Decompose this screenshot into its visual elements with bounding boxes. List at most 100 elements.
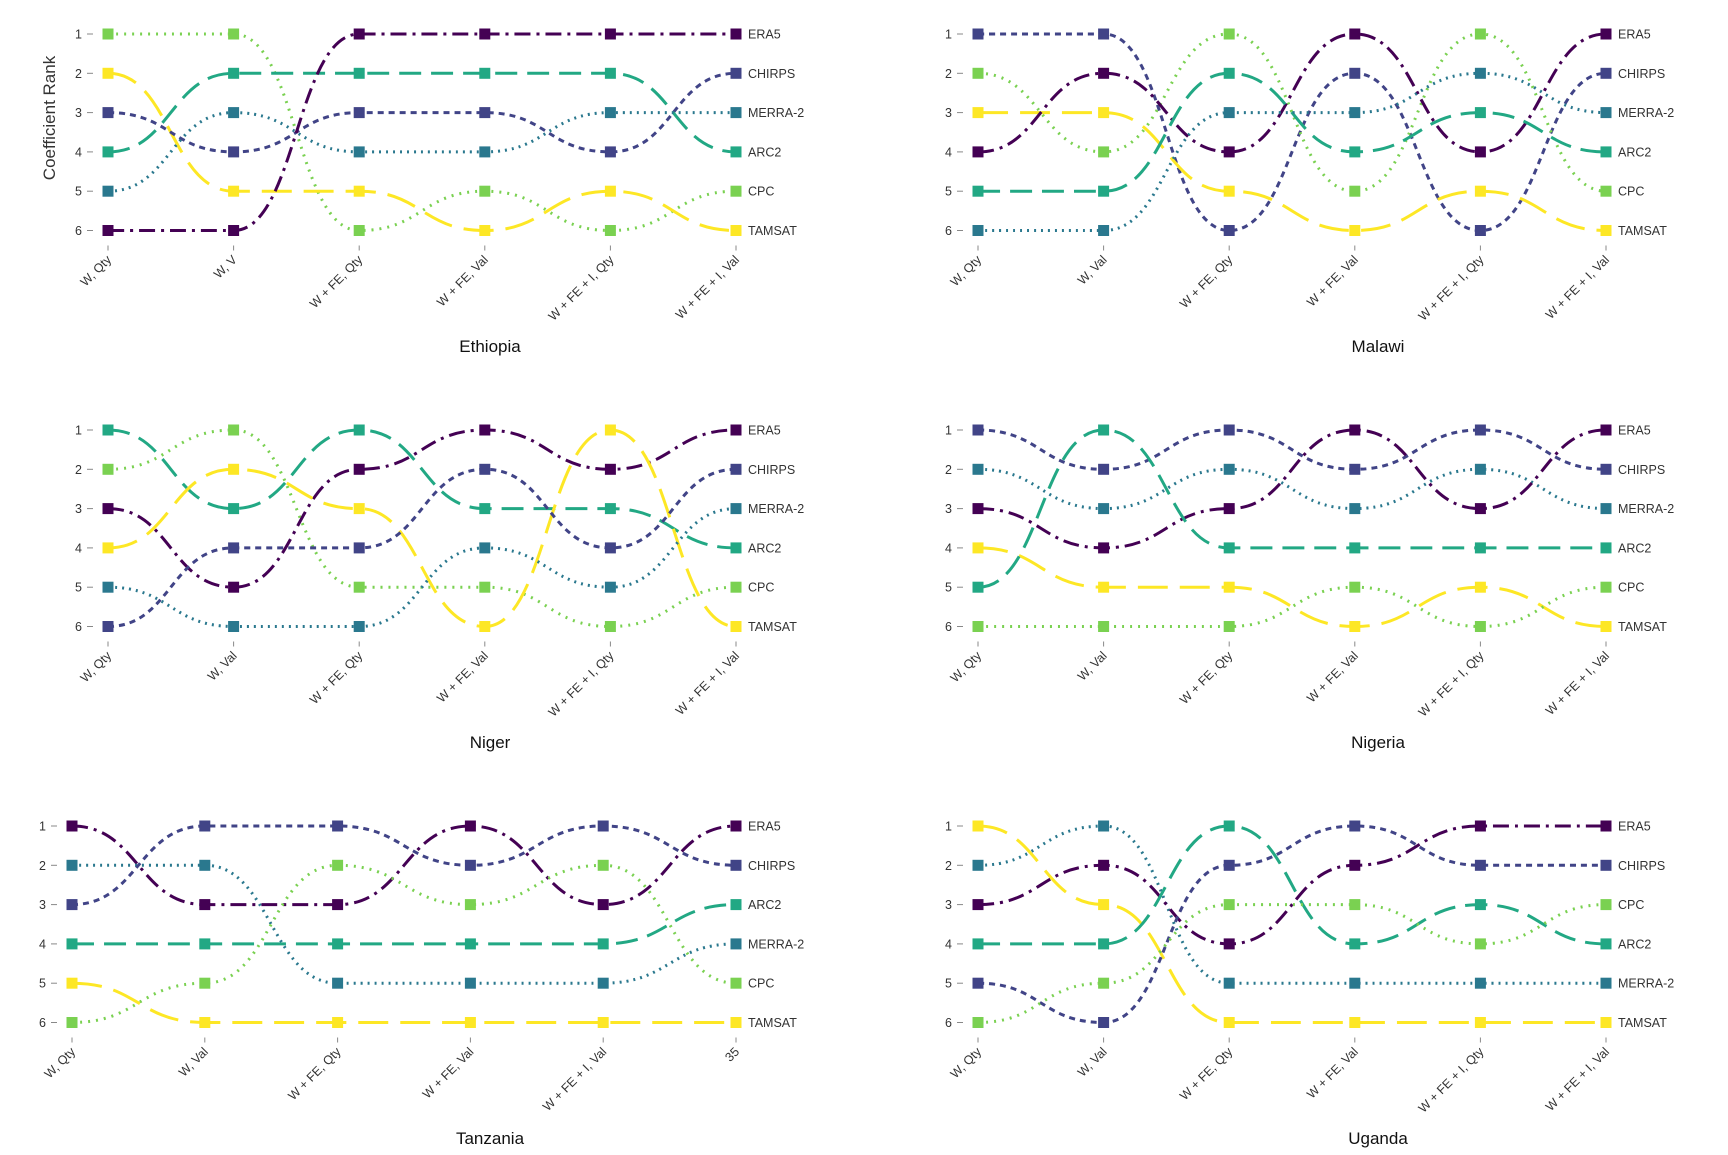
tanzania-point-merra-2 bbox=[597, 977, 609, 989]
tanzania-series-line-merra-2 bbox=[71, 863, 737, 985]
tanzania-point-era5 bbox=[597, 899, 609, 911]
nigeria-series-label-cpc: CPC bbox=[1618, 581, 1644, 595]
ethiopia-point-era5 bbox=[228, 225, 240, 236]
tanzania-y-tick-label: 6 bbox=[39, 1016, 46, 1030]
niger-point-merra-2 bbox=[604, 581, 616, 593]
malawi-point-chirps bbox=[972, 28, 984, 40]
nigeria-point-chirps bbox=[1223, 424, 1235, 436]
malawi-point-cpc bbox=[1474, 28, 1486, 40]
ethiopia-panel-title: Ethiopia bbox=[459, 337, 521, 356]
uganda-point-arc2 bbox=[1600, 938, 1612, 950]
niger-point-arc2 bbox=[102, 424, 114, 436]
uganda-point-chirps bbox=[972, 977, 984, 989]
malawi-series-label-arc2: ARC2 bbox=[1618, 145, 1651, 159]
ethiopia-point-merra-2 bbox=[102, 185, 114, 197]
malawi-series-line-arc2 bbox=[978, 71, 1607, 193]
uganda-y-tick-label: 3 bbox=[945, 898, 952, 912]
uganda-x-tick-label: W + FE, Qty bbox=[1177, 1044, 1236, 1103]
ethiopia-point-cpc bbox=[604, 225, 616, 236]
tanzania-series-label-cpc: CPC bbox=[748, 977, 774, 991]
ethiopia-point-arc2 bbox=[479, 67, 491, 79]
nigeria-point-era5 bbox=[1349, 424, 1361, 436]
uganda-point-era5 bbox=[1223, 938, 1235, 950]
nigeria-x-tick-label: W, Val bbox=[1075, 649, 1110, 684]
ethiopia-point-era5 bbox=[353, 28, 365, 40]
nigeria-panel: 1 2 3 4 5 6 W, Qty W, Val W + FE, Qty W + FE, Val… bbox=[945, 424, 1674, 753]
nigeria-series-line-tamsat bbox=[977, 546, 1607, 629]
tanzania-point-tamsat bbox=[597, 1017, 609, 1028]
niger-x-tick-label: W + FE + I, Val bbox=[673, 649, 742, 718]
niger-x-tick-label: W + FE, Val bbox=[434, 649, 491, 706]
malawi-point-arc2 bbox=[1600, 146, 1612, 158]
malawi-point-tamsat bbox=[972, 107, 984, 119]
niger-series-line-merra-2 bbox=[107, 507, 737, 628]
nigeria-point-tamsat bbox=[1600, 621, 1612, 632]
uganda-panel-title: Uganda bbox=[1348, 1129, 1408, 1148]
nigeria-point-chirps bbox=[1474, 424, 1486, 436]
nigeria-point-tamsat bbox=[1223, 581, 1235, 593]
uganda-point-era5 bbox=[1600, 820, 1612, 832]
tanzania-point-cpc bbox=[66, 1017, 78, 1028]
tanzania-panel: 1 2 3 4 5 6 W, Qty W, Val W + FE, Qty W + FE, Val… bbox=[39, 820, 804, 1149]
malawi-point-tamsat bbox=[1349, 225, 1361, 236]
uganda-y-tick-label: 1 bbox=[945, 820, 952, 834]
nigeria-point-cpc bbox=[972, 621, 984, 632]
malawi-point-era5 bbox=[1098, 67, 1110, 79]
nigeria-x-tick-label: W, Qty bbox=[948, 648, 985, 685]
uganda-series-line-arc2 bbox=[977, 824, 1607, 946]
niger-series-line-cpc bbox=[107, 428, 737, 629]
ethiopia-x-tick-label: W + FE, Qty bbox=[307, 252, 366, 311]
malawi-y-tick-label: 1 bbox=[945, 28, 952, 42]
tanzania-point-tamsat bbox=[199, 1017, 211, 1028]
ethiopia-point-tamsat bbox=[604, 185, 616, 197]
nigeria-y-tick-label: 1 bbox=[945, 424, 952, 438]
tanzania-x-tick-label: W + FE, Val bbox=[420, 1045, 477, 1102]
nigeria-point-arc2 bbox=[1474, 542, 1486, 554]
nigeria-y-tick-label: 2 bbox=[945, 463, 952, 477]
niger-point-merra-2 bbox=[479, 542, 491, 554]
niger-point-era5 bbox=[228, 581, 240, 593]
ethiopia-point-arc2 bbox=[353, 67, 365, 79]
tanzania-point-chirps bbox=[66, 899, 78, 911]
uganda-point-cpc bbox=[1223, 899, 1235, 911]
ethiopia-point-merra-2 bbox=[479, 146, 491, 158]
nigeria-x-tick-label: W + FE, Qty bbox=[1177, 648, 1236, 707]
ethiopia-point-chirps bbox=[730, 67, 742, 79]
nigeria-point-arc2 bbox=[1098, 424, 1110, 436]
ethiopia-y-tick-label: 5 bbox=[75, 185, 82, 199]
malawi-series-label-merra-2: MERRA-2 bbox=[1618, 106, 1674, 120]
ethiopia-point-tamsat bbox=[228, 185, 240, 197]
nigeria-point-era5 bbox=[1223, 503, 1235, 515]
malawi-point-arc2 bbox=[1098, 185, 1110, 197]
tanzania-point-era5 bbox=[464, 820, 476, 832]
niger-series-label-era5: ERA5 bbox=[748, 424, 781, 438]
ethiopia-y-tick-label: 1 bbox=[75, 28, 82, 42]
uganda-point-merra-2 bbox=[1098, 820, 1110, 832]
malawi-point-tamsat bbox=[1098, 107, 1110, 119]
ethiopia-series-label-cpc: CPC bbox=[748, 185, 774, 199]
niger-point-chirps bbox=[228, 542, 240, 554]
ethiopia-point-tamsat bbox=[102, 67, 114, 79]
uganda-point-tamsat bbox=[1098, 899, 1110, 911]
ethiopia-series-line-tamsat bbox=[107, 71, 737, 233]
malawi-point-era5 bbox=[972, 146, 984, 158]
malawi-y-tick-label: 5 bbox=[945, 185, 952, 199]
uganda-point-arc2 bbox=[1098, 938, 1110, 950]
ethiopia-point-cpc bbox=[730, 185, 742, 197]
uganda-y-tick-label: 6 bbox=[945, 1016, 952, 1030]
niger-y-tick-label: 1 bbox=[75, 424, 82, 438]
malawi-x-tick-label: W + FE, Qty bbox=[1177, 252, 1236, 311]
nigeria-point-cpc bbox=[1098, 621, 1110, 632]
niger-point-tamsat bbox=[479, 621, 491, 632]
tanzania-y-tick-label: 4 bbox=[39, 937, 46, 951]
tanzania-point-era5 bbox=[730, 820, 742, 832]
ethiopia-point-chirps bbox=[353, 107, 365, 119]
niger-point-tamsat bbox=[102, 542, 114, 554]
nigeria-y-tick-label: 5 bbox=[945, 581, 952, 595]
uganda-x-tick-label: W + FE + I, Val bbox=[1543, 1045, 1612, 1114]
nigeria-point-tamsat bbox=[972, 542, 984, 554]
malawi-point-cpc bbox=[1223, 28, 1235, 40]
malawi-point-merra-2 bbox=[1474, 67, 1486, 79]
ethiopia-point-chirps bbox=[479, 107, 491, 119]
malawi-point-merra-2 bbox=[1223, 107, 1235, 119]
